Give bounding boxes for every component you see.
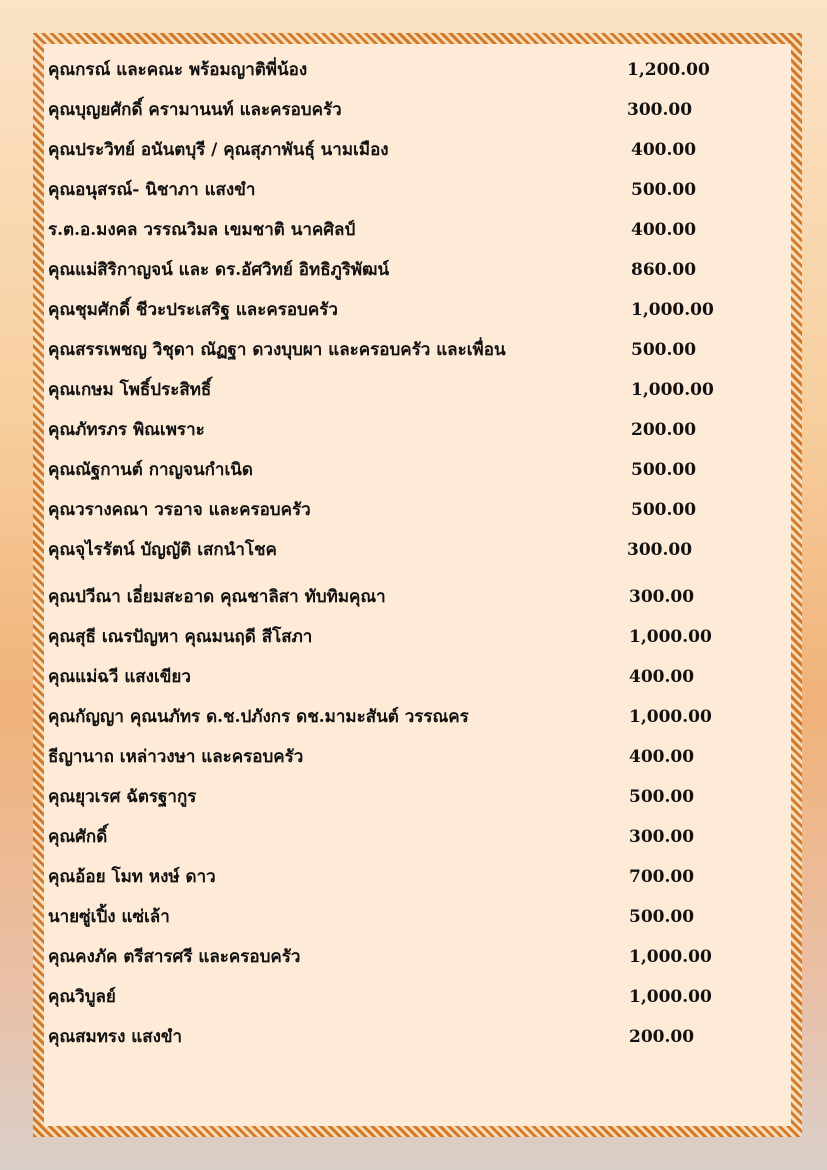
donation-amount: 1,000.00 (631, 300, 714, 320)
donation-row: นายซู่เปิ้ง แซ่เล้า 500.00 (48, 902, 788, 932)
donation-row: คุณเกษม โพธิ์ประสิทธิ์ 1,000.00 (48, 375, 788, 405)
donor-name: คุณแม่สิริกาญจน์ และ ดร.อัศวิทย์ อิทธิภู… (48, 260, 390, 280)
donation-amount: 860.00 (631, 260, 697, 280)
donor-name: คุณเกษม โพธิ์ประสิทธิ์ (48, 380, 212, 400)
donation-row: คุณบุญยศักดิ์ ครามานนท์ และครอบครัว 300.0… (48, 95, 788, 125)
donation-row: คุณแม่ฉวี แสงเขียว 400.00 (48, 662, 788, 692)
donation-amount: 700.00 (629, 867, 695, 887)
donor-name: คุณอนุสรณ์- นิชาภา แสงขำ (48, 180, 256, 200)
donor-name: คุณวรางคณา วรอาจ และครอบครัว (48, 500, 311, 520)
donor-name: คุณศักดิ์ (48, 827, 108, 847)
donation-row: คุณคงภัค ตรีสารศรี และครอบครัว 1,000.00 (48, 942, 788, 972)
donor-name: คุณสมทรง แสงขำ (48, 1027, 183, 1047)
donation-amount: 300.00 (627, 540, 693, 560)
donation-row: คุณกัญญา คุณนภัทร ด.ช.ปภังกร ดช.มามะสันต… (48, 702, 788, 732)
donation-amount: 200.00 (631, 420, 697, 440)
donation-amount: 1,000.00 (629, 627, 712, 647)
donation-row: ธีญานาถ เหล่าวงษา และครอบครัว 400.00 (48, 742, 788, 772)
donor-name: คุณสรรเพชญ วิชุดา ณัฏฐา ดวงบุบผา และครอบ… (48, 340, 506, 360)
donation-amount: 1,200.00 (627, 60, 710, 80)
donor-name: คุณยุวเรศ ฉัตรฐากูร (48, 787, 197, 807)
donation-row: คุณสมทรง แสงขำ 200.00 (48, 1022, 788, 1052)
donation-list: คุณกรณ์ และคณะ พร้อมญาติพี่น้อง 1,200.00 ค… (44, 44, 791, 1126)
donation-row: คุณแม่สิริกาญจน์ และ ดร.อัศวิทย์ อิทธิภู… (48, 255, 788, 285)
donation-row: คุณณัฐกานต์ กาญจนกำเนิด 500.00 (48, 455, 788, 485)
donation-amount: 500.00 (631, 180, 697, 200)
donation-row: คุณอนุสรณ์- นิชาภา แสงขำ 500.00 (48, 175, 788, 205)
donation-row: คุณยุวเรศ ฉัตรฐากูร 500.00 (48, 782, 788, 812)
donation-row: คุณศักดิ์ 300.00 (48, 822, 788, 852)
decorative-border: คุณกรณ์ และคณะ พร้อมญาติพี่น้อง 1,200.00 ค… (33, 33, 802, 1137)
donor-name: นายซู่เปิ้ง แซ่เล้า (48, 907, 170, 927)
donation-amount: 200.00 (629, 1027, 695, 1047)
donor-name: คุณณัฐกานต์ กาญจนกำเนิด (48, 460, 253, 480)
donor-name: คุณกรณ์ และคณะ พร้อมญาติพี่น้อง (48, 60, 308, 80)
donation-amount: 1,000.00 (631, 380, 714, 400)
donor-name: คุณกัญญา คุณนภัทร ด.ช.ปภังกร ดช.มามะสันต… (48, 707, 469, 727)
donor-name: คุณแม่ฉวี แสงเขียว (48, 667, 191, 687)
donation-row: คุณจุไรรัตน์ บัญญัติ เสกนำโชค 300.00 (48, 535, 788, 565)
donation-amount: 400.00 (631, 140, 697, 160)
donation-amount: 500.00 (629, 907, 695, 927)
donation-amount: 1,000.00 (629, 707, 712, 727)
donor-name: คุณสุธี เณรปัญหา คุณมนฤดี สีโสภา (48, 627, 313, 647)
donation-row: คุณสรรเพชญ วิชุดา ณัฏฐา ดวงบุบผา และครอบ… (48, 335, 788, 365)
donation-row: คุณวิบูลย์ 1,000.00 (48, 982, 788, 1012)
donor-name: คุณอ้อย โมท หงษ์ ดาว (48, 867, 216, 887)
donation-amount: 400.00 (629, 747, 695, 767)
donation-row: คุณประวิทย์ อนันตบุรี / คุณสุภาพันธุ์ นา… (48, 135, 788, 165)
donor-name: คุณปวีณา เอี่ยมสะอาด คุณชาลิสา ทับทิมคุณ… (48, 587, 386, 607)
donor-name: ร.ต.อ.มงคล วรรณวิมล เขมชาติ นาคศิลป์ (48, 220, 356, 240)
donation-row: คุณภัทรภร พิณเพราะ 200.00 (48, 415, 788, 445)
donor-name: คุณวิบูลย์ (48, 987, 116, 1007)
donation-amount: 500.00 (629, 787, 695, 807)
donation-row: คุณชุมศักดิ์ ชีวะประเสริฐ และครอบครัว 1,0… (48, 295, 788, 325)
donation-row: คุณอ้อย โมท หงษ์ ดาว 700.00 (48, 862, 788, 892)
donation-amount: 400.00 (629, 667, 695, 687)
donation-amount: 300.00 (629, 827, 695, 847)
donation-row: คุณปวีณา เอี่ยมสะอาด คุณชาลิสา ทับทิมคุณ… (48, 582, 788, 612)
donor-name: ธีญานาถ เหล่าวงษา และครอบครัว (48, 747, 304, 767)
donation-amount: 400.00 (631, 220, 697, 240)
donor-name: คุณชุมศักดิ์ ชีวะประเสริฐ และครอบครัว (48, 300, 338, 320)
donor-name: คุณจุไรรัตน์ บัญญัติ เสกนำโชค (48, 540, 277, 560)
donation-amount: 500.00 (631, 500, 697, 520)
donation-amount: 500.00 (631, 460, 697, 480)
donation-row: คุณสุธี เณรปัญหา คุณมนฤดี สีโสภา 1,000.00 (48, 622, 788, 652)
donation-amount: 300.00 (629, 587, 695, 607)
donation-row: คุณกรณ์ และคณะ พร้อมญาติพี่น้อง 1,200.00 (48, 55, 788, 85)
donor-name: คุณประวิทย์ อนันตบุรี / คุณสุภาพันธุ์ นา… (48, 140, 389, 160)
donation-amount: 300.00 (627, 100, 693, 120)
donation-amount: 1,000.00 (629, 987, 712, 1007)
donation-amount: 500.00 (631, 340, 697, 360)
donation-amount: 1,000.00 (629, 947, 712, 967)
donor-name: คุณคงภัค ตรีสารศรี และครอบครัว (48, 947, 301, 967)
donor-name: คุณภัทรภร พิณเพราะ (48, 420, 205, 440)
donor-name: คุณบุญยศักดิ์ ครามานนท์ และครอบครัว (48, 100, 342, 120)
donation-row: คุณวรางคณา วรอาจ และครอบครัว 500.00 (48, 495, 788, 525)
donation-row: ร.ต.อ.มงคล วรรณวิมล เขมชาติ นาคศิลป์ 400.… (48, 215, 788, 245)
